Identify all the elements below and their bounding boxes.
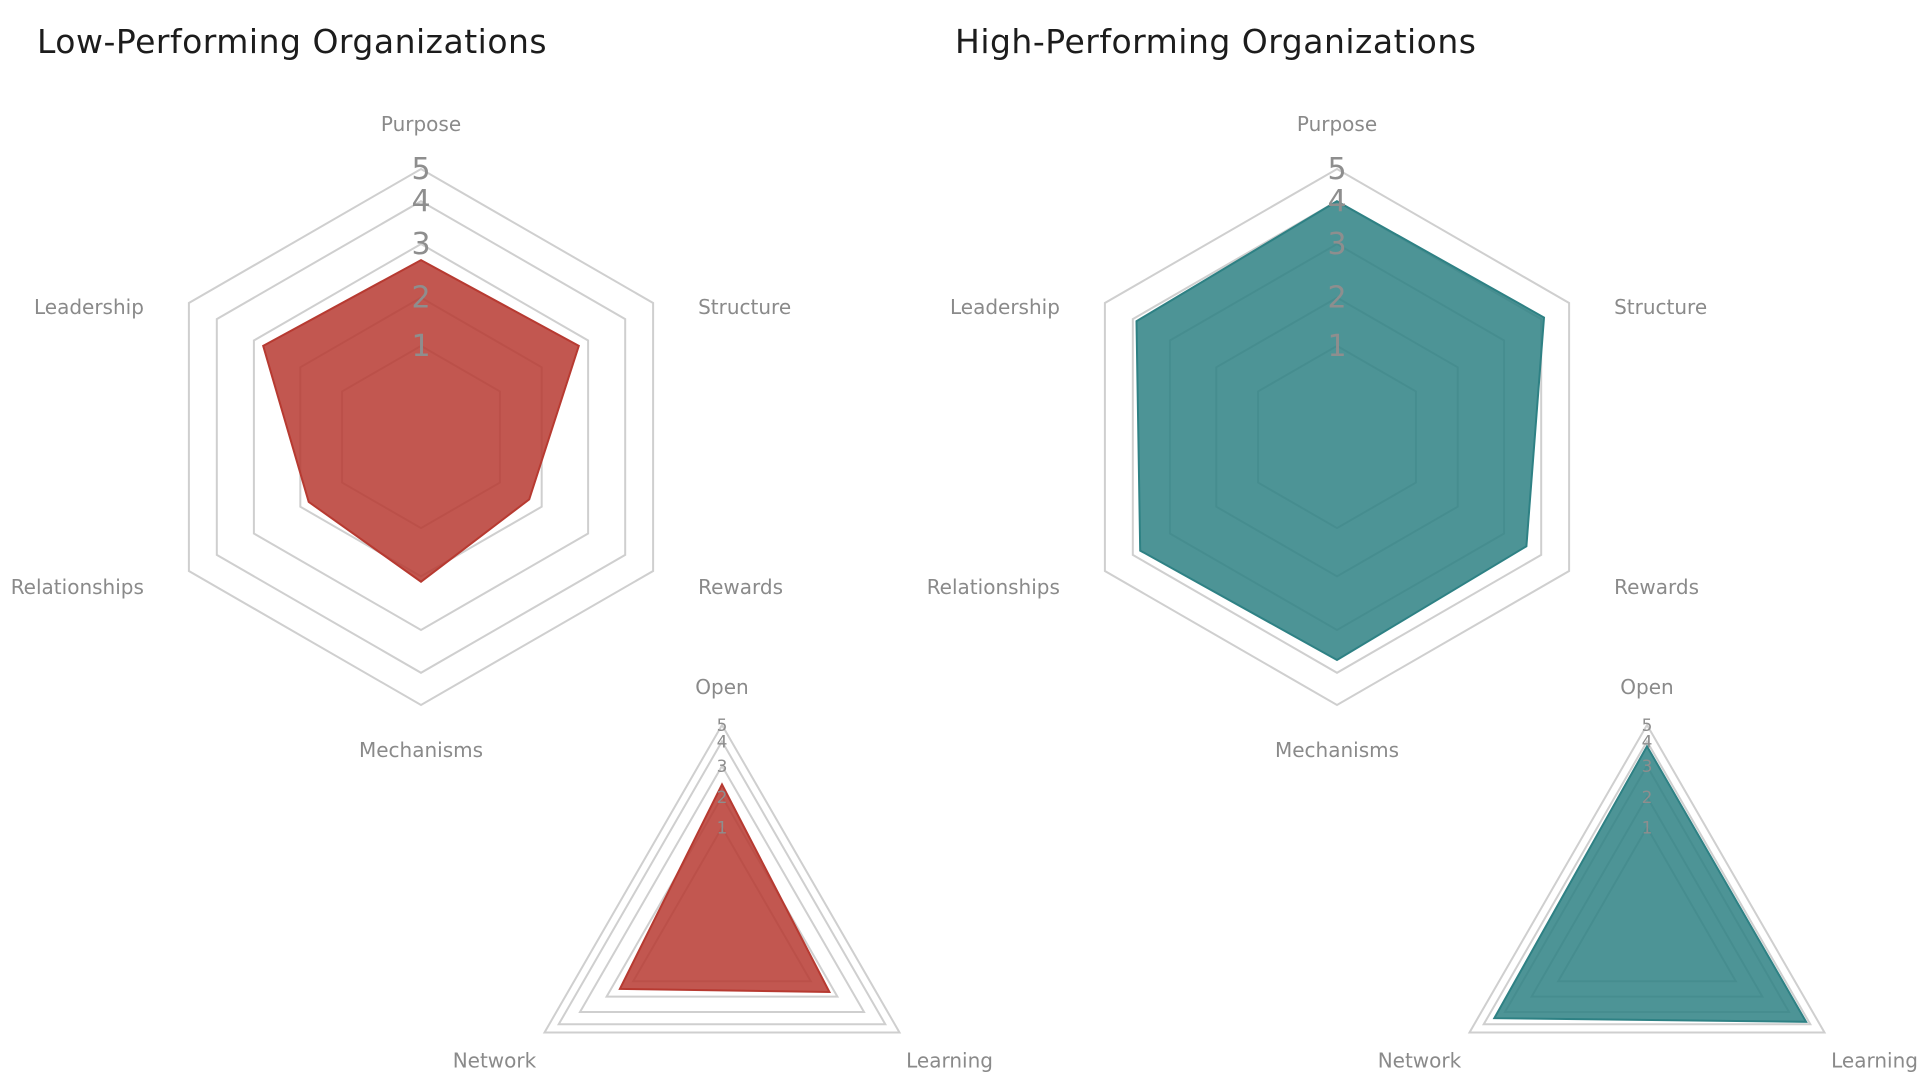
tick-label: 4 (1327, 184, 1346, 219)
tick-label: 1 (717, 819, 728, 839)
axis-label-learning: Learning (906, 1049, 993, 1073)
data-area (262, 258, 581, 583)
tick-label: 3 (1327, 227, 1346, 262)
grid-ring-4 (1481, 739, 1813, 1026)
axis-label-mechanisms: Mechanisms (359, 738, 483, 762)
grid-ring-5 (1103, 167, 1571, 707)
data-area (618, 782, 832, 994)
axis-label-network: Network (453, 1049, 537, 1073)
tick-label: 4 (717, 732, 728, 752)
axis-label-rewards: Rewards (698, 575, 783, 599)
axis-label-mechanisms: Mechanisms (1275, 738, 1399, 762)
right-panel-title: High-Performing Organizations (955, 22, 1477, 61)
axis-label-relationships: Relationships (927, 575, 1060, 599)
left-panel-title: Low-Performing Organizations (37, 22, 548, 61)
hexagon-radar-left: 12345PurposeStructureRewardsMechanismsRe… (11, 112, 791, 762)
tick-label: 3 (717, 757, 728, 777)
data-area (1492, 744, 1808, 1023)
axis-label-leadership: Leadership (950, 295, 1060, 319)
tick-label: 2 (1327, 281, 1346, 316)
grid-ring-3 (252, 242, 590, 632)
tick-label: 1 (411, 329, 430, 364)
triangle-radar-left: 1 2 3 45 Open Learning Network (453, 675, 993, 1073)
triangle-radar-right: 1 2 3 45 Open Learning Network (1378, 675, 1918, 1073)
grid-ring-5 (1467, 722, 1827, 1034)
tick-label: 4 (411, 184, 430, 219)
axis-label-purpose: Purpose (381, 112, 461, 136)
tick-label: 2 (1642, 788, 1653, 808)
tick-label: 4 (1642, 732, 1653, 752)
tick-label: 5 (1327, 152, 1346, 187)
grid-ring-5 (187, 167, 655, 707)
axis-label-open: Open (1620, 675, 1673, 699)
tick-label: 3 (1642, 757, 1653, 777)
axis-label-structure: Structure (1614, 295, 1707, 319)
tick-label: 2 (411, 281, 430, 316)
axis-label-network: Network (1378, 1049, 1462, 1073)
grid-ring-5 (542, 722, 902, 1034)
hexagon-radar-right: 12345PurposeStructureRewardsMechanismsRe… (927, 112, 1707, 762)
tick-label: 5 (1642, 716, 1653, 736)
axis-label-structure: Structure (698, 295, 791, 319)
axis-label-purpose: Purpose (1297, 112, 1377, 136)
tick-label: 1 (1327, 329, 1346, 364)
tick-label: 1 (1642, 819, 1653, 839)
axis-label-rewards: Rewards (1614, 575, 1699, 599)
data-area (1135, 200, 1546, 662)
tick-label: 5 (411, 152, 430, 187)
grid-ring-4 (556, 739, 888, 1026)
axis-label-leadership: Leadership (34, 295, 144, 319)
axis-label-learning: Learning (1831, 1049, 1918, 1073)
tick-label: 3 (411, 227, 430, 262)
axis-label-relationships: Relationships (11, 575, 144, 599)
grid-ring-4 (215, 200, 627, 674)
tick-label: 2 (717, 788, 728, 808)
grid-ring-3 (578, 763, 866, 1013)
tick-label: 5 (717, 716, 728, 736)
axis-label-open: Open (695, 675, 748, 699)
